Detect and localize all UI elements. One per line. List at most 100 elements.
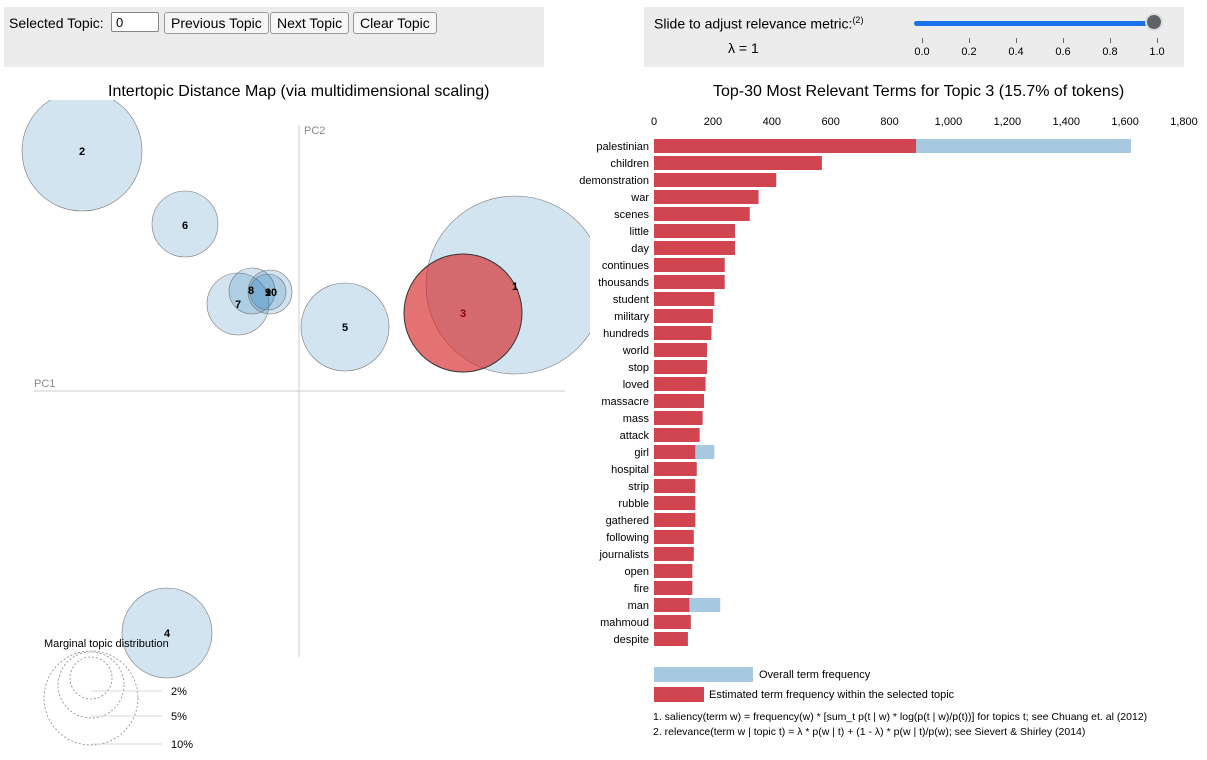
bar-estimated-girl: [654, 445, 696, 459]
term-label-hospital[interactable]: hospital: [611, 464, 649, 476]
bar-estimated-war: [654, 190, 759, 204]
x-tick-label: 800: [880, 116, 898, 128]
bar-estimated-stop: [654, 360, 707, 374]
term-label-rubble[interactable]: rubble: [618, 498, 649, 510]
term-label-thousands[interactable]: thousands: [598, 277, 649, 289]
legend-circle-0: [69, 656, 113, 700]
topic-circle-5[interactable]: [300, 282, 390, 372]
legend-circle-1: [57, 651, 125, 719]
term-label-open[interactable]: open: [625, 566, 649, 578]
slider-track[interactable]: [914, 21, 1156, 26]
bar-estimated-world: [654, 343, 707, 357]
previous-topic-button[interactable]: Previous Topic: [164, 12, 269, 34]
term-label-massacre[interactable]: massacre: [601, 396, 649, 408]
bar-estimated-hospital: [654, 462, 697, 476]
term-label-stop[interactable]: stop: [628, 362, 649, 374]
topic-circle-10[interactable]: [247, 269, 293, 315]
bar-estimated-journalists: [654, 547, 694, 561]
term-label-student[interactable]: student: [613, 294, 649, 306]
x-axis: 0 200 400 600 800 1,000 1,200 1,400 1,600 1,800: [651, 116, 1198, 128]
bar-estimated-day: [654, 241, 735, 255]
bar-estimated-open: [654, 564, 693, 578]
legend-overall-label: Overall term frequency: [759, 669, 871, 681]
x-tick-label: 200: [704, 116, 722, 128]
bars-group: [654, 139, 1131, 646]
selected-topic-input[interactable]: 0: [111, 12, 159, 32]
term-label-loved[interactable]: loved: [623, 379, 649, 391]
slider-tick: [922, 38, 923, 43]
term-label-mahmoud[interactable]: mahmoud: [600, 617, 649, 629]
bar-estimated-following: [654, 530, 694, 544]
x-tick-label: 1,200: [994, 116, 1022, 128]
x-tick-label: 1,800: [1170, 116, 1198, 128]
term-label-continues[interactable]: continues: [602, 260, 650, 272]
term-label-hundreds[interactable]: hundreds: [603, 328, 649, 340]
slider-tick-label: 0.4: [1008, 46, 1024, 58]
bar-estimated-palestinian: [654, 139, 917, 153]
bar-estimated-mass: [654, 411, 703, 425]
topic-label-7: 7: [235, 299, 241, 311]
lambda-value: λ = 1: [728, 40, 759, 56]
next-topic-button[interactable]: Next Topic: [270, 12, 350, 34]
legend-size-label: 10%: [171, 739, 193, 751]
x-tick-label: 1,600: [1111, 116, 1139, 128]
x-tick-label: 1,000: [935, 116, 963, 128]
term-label-military[interactable]: military: [614, 311, 649, 323]
term-label-scenes[interactable]: scenes: [614, 209, 649, 221]
topic-label-10: 10: [265, 287, 277, 299]
term-label-following[interactable]: following: [606, 532, 649, 544]
slider-tick-label: 0.6: [1055, 46, 1071, 58]
topic-label-9: 9: [265, 287, 271, 299]
slider-tick: [1157, 38, 1158, 43]
term-label-palestinian[interactable]: palestinian: [596, 141, 649, 153]
term-label-strip[interactable]: strip: [628, 481, 649, 493]
term-label-children[interactable]: children: [610, 158, 649, 170]
bar-estimated-gathered: [654, 513, 696, 527]
term-label-gathered[interactable]: gathered: [606, 515, 649, 527]
slider-footnote-ref: (2): [852, 15, 864, 25]
term-label-fire[interactable]: fire: [634, 583, 649, 595]
term-label-despite[interactable]: despite: [614, 634, 649, 646]
legend-title: Marginal topic distribution: [44, 638, 169, 650]
term-label-day[interactable]: day: [631, 243, 649, 255]
bar-chart-title: Top-30 Most Relevant Terms for Topic 3 (…: [713, 83, 1125, 100]
topic-circle-9[interactable]: [249, 273, 287, 311]
term-label-journalists[interactable]: journalists: [598, 549, 649, 561]
slider-label-text: Slide to adjust relevance metric:: [654, 15, 853, 32]
term-label-little[interactable]: little: [629, 226, 649, 238]
term-label-attack[interactable]: attack: [620, 430, 650, 442]
term-label-girl[interactable]: girl: [634, 447, 649, 459]
term-label-man[interactable]: man: [628, 600, 649, 612]
clear-topic-button[interactable]: Clear Topic: [353, 12, 437, 34]
selected-topic-label: Selected Topic:: [9, 15, 104, 31]
topic-circle-6[interactable]: [151, 190, 219, 258]
topic-label-5: 5: [342, 322, 348, 334]
intertopic-distance-map: PC2 PC1 1 2 6 78 109 5 4 3 Marginal topic distr…: [21, 100, 590, 751]
bar-estimated-military: [654, 309, 713, 323]
legend-overall-swatch: [654, 667, 753, 682]
term-label-mass[interactable]: mass: [623, 413, 650, 425]
topic-circles: 1 2 6 78 109 5 4 3: [21, 100, 590, 679]
marginal-distribution-legend: Marginal topic distribution 2% 5% 10%: [43, 638, 193, 751]
pc1-axis-label: PC1: [34, 378, 55, 390]
bar-estimated-massacre: [654, 394, 705, 408]
bar-estimated-hundreds: [654, 326, 712, 340]
slider-thumb[interactable]: [1145, 13, 1163, 31]
relevant-terms-chart: 0 200 400 600 800 1,000 1,200 1,400 1,600 1,800 p…: [579, 116, 1198, 738]
slider-tick-label: 0.0: [914, 46, 930, 58]
topic-circle-8[interactable]: [228, 267, 276, 315]
topic-circle-3[interactable]: [403, 253, 523, 373]
x-tick-label: 0: [651, 116, 657, 128]
x-tick-label: 400: [763, 116, 781, 128]
topic-label-4: 4: [164, 628, 171, 640]
topic-circle-4[interactable]: [121, 587, 213, 679]
relevance-slider-panel: Slide to adjust relevance metric:(2) λ =…: [644, 7, 1184, 67]
term-label-world[interactable]: world: [622, 345, 649, 357]
legend-estimated-label: Estimated term frequency within the sele…: [709, 689, 955, 701]
term-label-war[interactable]: war: [630, 192, 649, 204]
slider-tick: [969, 38, 970, 43]
topic-circle-2[interactable]: [21, 100, 143, 212]
topic-label-8: 8: [248, 285, 254, 297]
topic-label-2: 2: [79, 146, 85, 158]
term-label-demonstration[interactable]: demonstration: [579, 175, 649, 187]
